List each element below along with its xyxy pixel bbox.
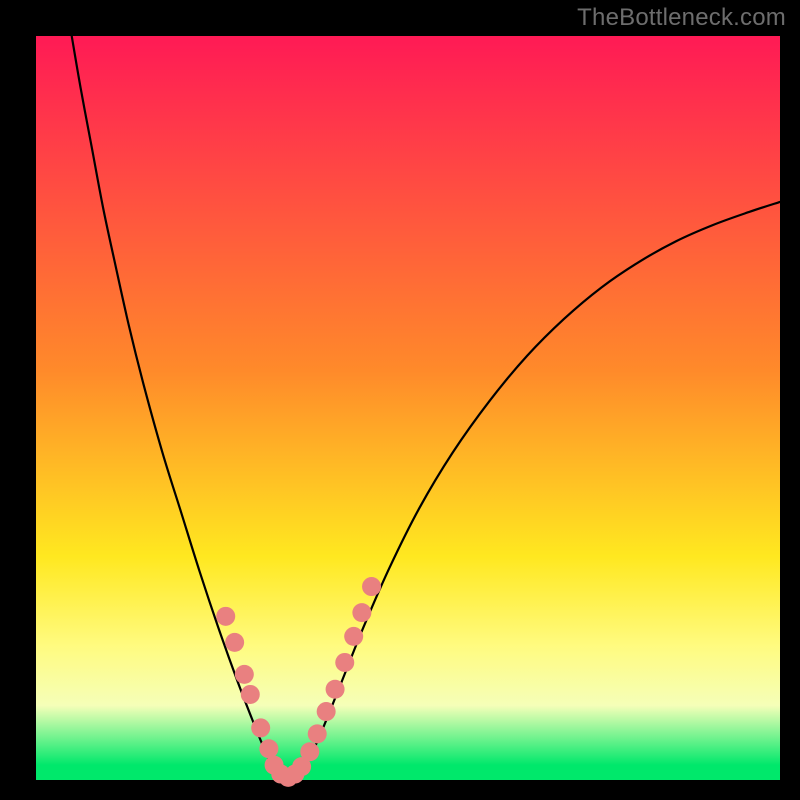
chart-canvas: TheBottleneck.com xyxy=(0,0,800,800)
plot-background xyxy=(36,36,780,780)
watermark-label: TheBottleneck.com xyxy=(577,4,786,32)
